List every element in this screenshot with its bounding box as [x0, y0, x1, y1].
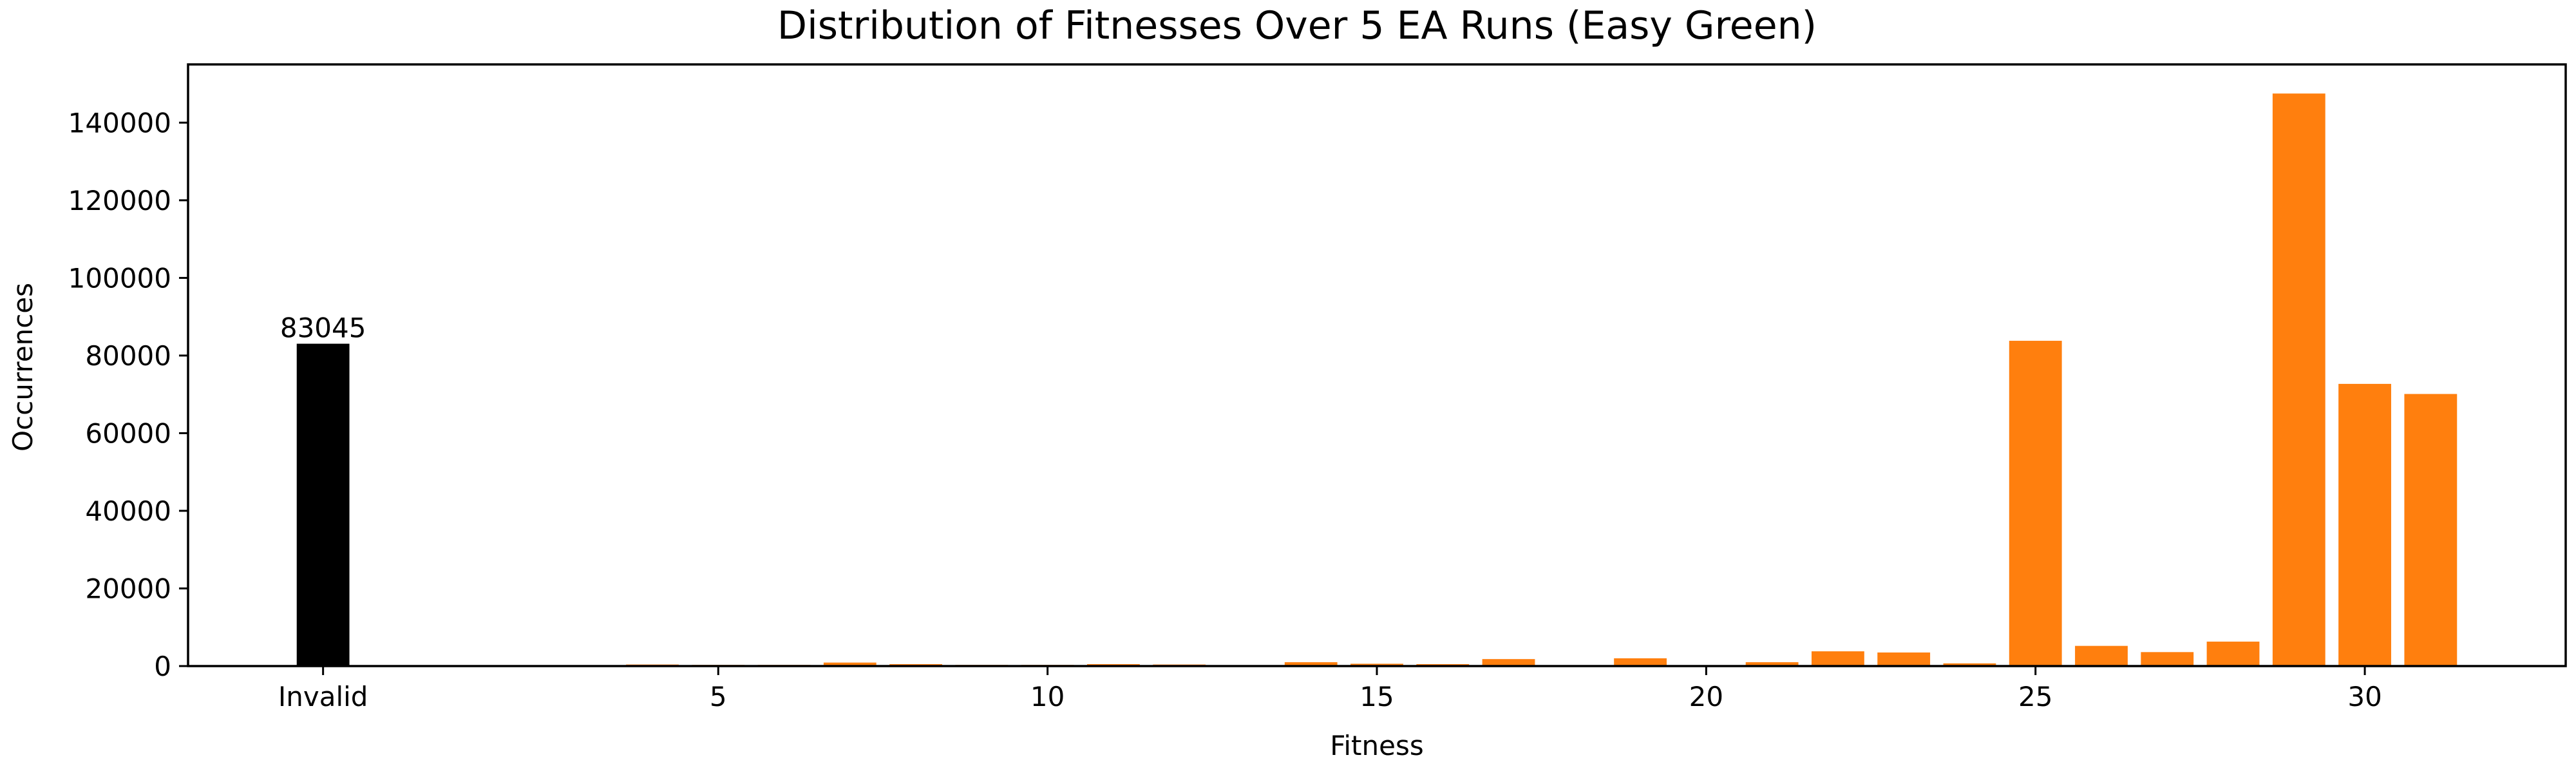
bar-fitness-30 [2338, 383, 2391, 666]
y-tick-label: 40000 [85, 495, 171, 527]
bar-fitness-7 [823, 662, 876, 666]
x-axis-label: Fitness [1330, 730, 1423, 761]
y-tick-label: 20000 [85, 573, 171, 604]
bar-fitness-15 [1350, 663, 1403, 666]
x-tick-label: 5 [710, 681, 727, 712]
x-tick-label: 30 [2347, 681, 2382, 712]
bar-fitness-24 [1943, 663, 1996, 666]
bar-fitness-21 [1745, 662, 1799, 666]
x-axis: Invalid 5 10 15 20 25 30 [278, 666, 2382, 712]
bar-fitness-31 [2404, 394, 2458, 666]
chart-title: Distribution of Fitnesses Over 5 EA Runs… [777, 3, 1817, 48]
y-axis: 0 20000 40000 60000 80000 100000 120000 140000 [68, 107, 188, 682]
bars-group: 83045 [280, 93, 2458, 666]
y-tick-label: 80000 [85, 340, 171, 372]
bar-fitness-26 [2075, 645, 2128, 666]
bar-fitness-19 [1614, 658, 1667, 666]
y-tick-label: 120000 [68, 185, 171, 216]
y-tick-label: 140000 [68, 107, 171, 138]
x-tick-label: 20 [1689, 681, 1723, 712]
plot-frame [187, 63, 2567, 667]
x-tick-label: Invalid [278, 681, 368, 712]
y-axis-label: Occurrences [7, 283, 39, 452]
bar-fitness-23 [1877, 652, 1931, 666]
bar-fitness-25 [2009, 341, 2062, 666]
bar-fitness-17 [1482, 659, 1535, 666]
x-tick-label: 15 [1359, 681, 1394, 712]
bar-fitness-29 [2272, 93, 2325, 666]
bar-fitness-22 [1811, 651, 1864, 666]
y-tick-label: 60000 [85, 417, 171, 449]
bar-fitness-28 [2206, 642, 2260, 666]
x-tick-label: 25 [2018, 681, 2052, 712]
x-tick-label: 10 [1030, 681, 1065, 712]
bar-fitness-14 [1284, 662, 1338, 666]
y-tick-label: 100000 [68, 262, 171, 294]
bar-fitness-27 [2141, 652, 2194, 666]
bar-invalid-data-label: 83045 [280, 312, 366, 344]
y-tick-label: 0 [154, 651, 171, 682]
bar-invalid [296, 343, 350, 666]
